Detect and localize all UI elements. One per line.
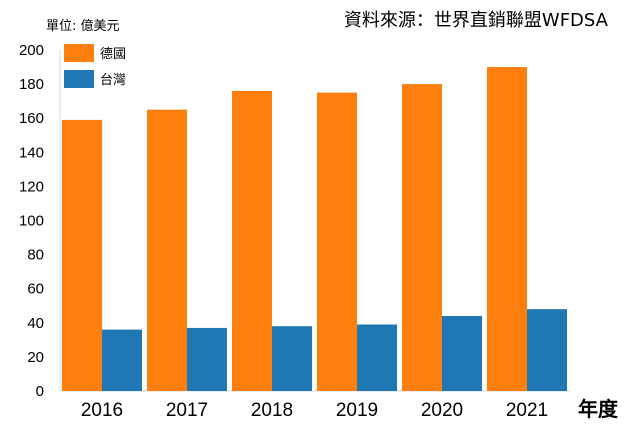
x-tick-label: 2020 — [421, 400, 463, 421]
bar-germany-2017 — [147, 109, 187, 392]
y-tick-label: 60 — [27, 281, 44, 298]
bar-germany-2020 — [402, 84, 442, 391]
bar-taiwan-2020 — [442, 315, 482, 391]
bar-germany-2016 — [62, 119, 102, 391]
source-label: 資料來源：世界直銷聯盟WFDSA — [344, 10, 609, 31]
y-tick-label: 0 — [36, 383, 44, 400]
bar-taiwan-2018 — [272, 326, 312, 391]
plot-area: 0 20 40 60 80 100 120 140 160 180 200 2016 2017 2018… — [19, 42, 570, 421]
y-tick-labels: 0 20 40 60 80 100 120 140 160 180 200 — [19, 42, 44, 400]
bar-taiwan-2019 — [357, 324, 397, 391]
x-tick-label: 2018 — [251, 400, 293, 421]
y-tick-label: 80 — [27, 247, 44, 264]
y-tick-label: 160 — [19, 110, 44, 127]
bar-germany-2019 — [317, 92, 357, 391]
bar-taiwan-2017 — [187, 327, 227, 391]
y-tick-label: 40 — [27, 315, 44, 332]
legend: 德國 台灣 — [64, 44, 126, 88]
y-tick-label: 140 — [19, 144, 44, 161]
unit-label: 單位: 億美元 — [46, 18, 120, 34]
legend-swatch-germany — [64, 44, 94, 62]
y-tick-label: 180 — [19, 76, 44, 93]
x-tick-label: 2021 — [506, 400, 548, 421]
y-tick-label: 20 — [27, 349, 44, 366]
legend-label-taiwan: 台灣 — [100, 73, 126, 88]
y-tick-label: 120 — [19, 178, 44, 195]
y-tick-label: 200 — [19, 42, 44, 59]
bar-taiwan-2016 — [102, 329, 142, 391]
y-tick-label: 100 — [19, 213, 44, 230]
x-tick-label: 2019 — [336, 400, 378, 421]
x-axis-unit-label: 年度 — [578, 397, 619, 421]
legend-swatch-taiwan — [64, 70, 94, 88]
bars — [62, 67, 567, 392]
bar-germany-2018 — [232, 90, 272, 392]
x-tick-label: 2017 — [166, 400, 208, 421]
legend-label-germany: 德國 — [100, 47, 126, 62]
x-tick-label: 2016 — [81, 400, 123, 421]
bar-germany-2021 — [487, 67, 527, 392]
bar-taiwan-2021 — [527, 309, 567, 391]
x-tick-labels: 2016 2017 2018 2019 2020 2021 — [81, 400, 548, 421]
